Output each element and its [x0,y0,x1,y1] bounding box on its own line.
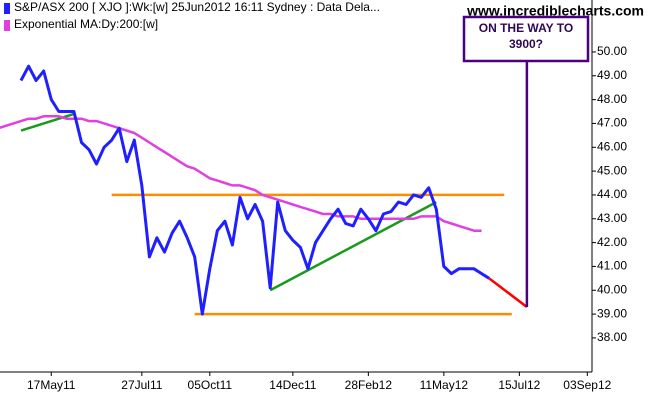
annotation-line [488,277,528,308]
y-tick-label: 49.00 [597,68,627,82]
series-line [0,115,482,232]
annotation-line [269,200,437,292]
legend-label: Exponential MA:Dy:200:[w] [14,17,158,31]
y-tick-label: 40.00 [597,282,627,296]
annotation-text: ON THE WAY TO [479,21,573,35]
annotation-line [20,112,75,132]
y-tick-label: 45.00 [597,163,627,177]
y-tick-label: 44.00 [597,187,627,201]
source: www.incrediblecharts.com [466,3,644,19]
y-tick-label: 41.00 [597,259,627,273]
y-tick-label: 47.00 [597,116,627,130]
y-tick-label: 38.00 [597,330,627,344]
y-tick-label: 50.00 [597,44,627,58]
legend-label: S&P/ASX 200 [ XJO ]:Wk:[w] 25Jun2012 16:… [14,0,380,14]
y-tick-label: 48.00 [597,92,627,106]
y-tick-label: 39.00 [597,306,627,320]
annotation-box [462,15,590,63]
y-tick-label: 43.00 [597,211,627,225]
x-tick-label: 27Jul11 [121,378,162,392]
x-tick-label: 28Feb12 [345,378,393,392]
x-tick-label: 11May12 [420,378,469,392]
x-tick-label: 15Jul12 [498,378,540,392]
x-tick-label: 03Sep12 [563,378,611,392]
y-tick-label: 46.00 [597,139,627,153]
annotation-text: 3900? [509,37,543,51]
series-line [19,64,490,316]
x-tick-label: 05Oct11 [188,378,233,392]
legend-swatch [4,3,10,14]
y-tick-label: 42.00 [597,235,627,249]
x-tick-label: 14Dec11 [269,378,316,392]
legend-swatch [4,20,10,31]
x-tick-label: 17May11 [27,378,76,392]
